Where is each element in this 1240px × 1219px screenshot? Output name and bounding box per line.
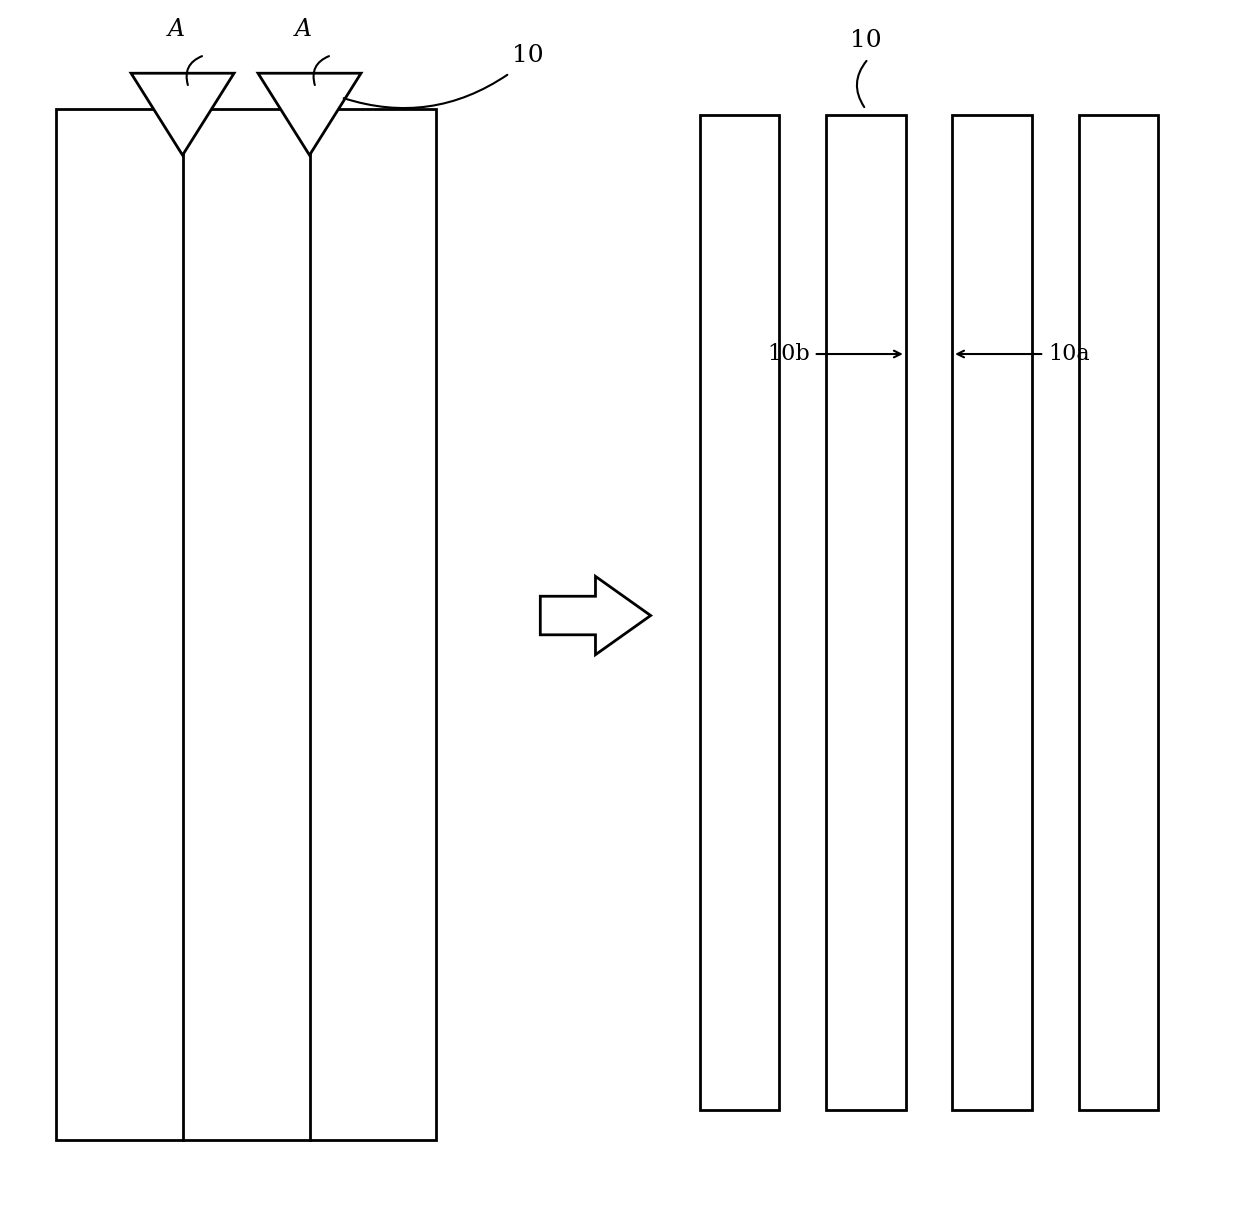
Text: 10a: 10a	[1048, 343, 1090, 364]
Bar	[826, 116, 905, 1109]
Text: A: A	[295, 18, 312, 40]
Polygon shape	[131, 73, 234, 155]
Polygon shape	[258, 73, 361, 155]
Bar	[952, 116, 1032, 1109]
Bar	[699, 116, 780, 1109]
Polygon shape	[541, 577, 651, 655]
Bar	[56, 110, 436, 1140]
Text: 10: 10	[512, 44, 544, 67]
Text: 10b: 10b	[768, 343, 810, 364]
Text: 10: 10	[851, 28, 882, 51]
Bar	[1079, 116, 1158, 1109]
Text: A: A	[167, 18, 185, 40]
